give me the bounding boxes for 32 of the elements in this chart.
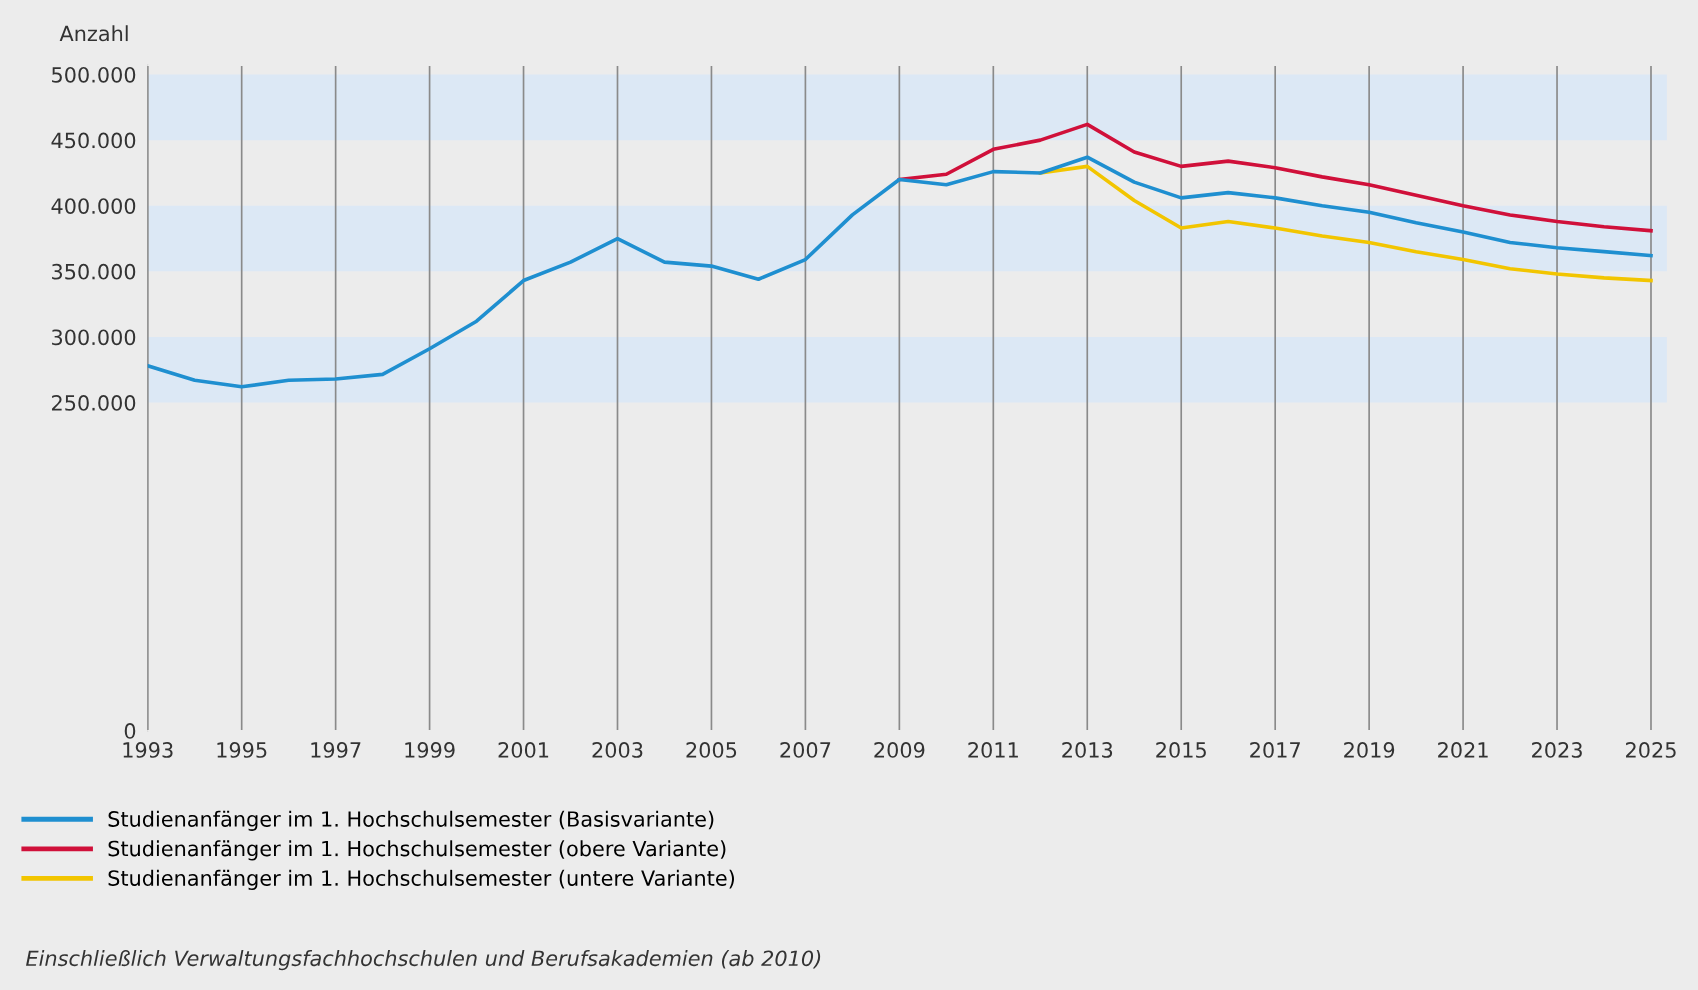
x-tick-label: 1995 xyxy=(217,742,267,758)
y-axis-title: Anzahl xyxy=(59,25,128,42)
x-tick-label: 2003 xyxy=(592,742,643,758)
y-tick-label: 400.000 xyxy=(51,198,136,214)
x-tick-label: 2009 xyxy=(874,742,925,758)
y-tick-label: 350.000 xyxy=(52,263,136,280)
legend-label: Studienanfänger im 1. Hochschulsemester (untere Variante) xyxy=(108,869,735,890)
x-tick-label: 2001 xyxy=(498,742,549,758)
legend-label: Studienanfänger im 1. Hochschulsemester (obere Variante) xyxy=(108,840,726,861)
x-tick-label: 2007 xyxy=(780,742,831,758)
x-tick-label: 2017 xyxy=(1250,742,1300,758)
y-tick-label: 300.000 xyxy=(52,329,136,346)
x-tick-label: 1997 xyxy=(311,742,361,758)
x-tick-label: 2019 xyxy=(1344,742,1395,758)
x-tick-label: 2021 xyxy=(1438,742,1488,758)
x-tick-label: 2025 xyxy=(1626,742,1676,758)
x-tick-label: 2011 xyxy=(968,742,1018,758)
y-tick-label: 450.000 xyxy=(51,132,136,149)
x-tick-label: 1993 xyxy=(123,742,173,758)
y-tick-label: 0 xyxy=(124,723,136,739)
y-tick-label: 250.000 xyxy=(51,395,136,411)
y-tick-label: 500.000 xyxy=(52,66,136,83)
text: Einschließlich Verwaltungsfachhochschulen und Berufsakademien (ab 2010) xyxy=(26,950,821,971)
line-series xyxy=(1038,164,1653,283)
line-series xyxy=(147,155,1653,389)
x-tick-label: 2005 xyxy=(686,742,737,758)
x-tick-label: 2015 xyxy=(1156,742,1206,758)
x-tick-label: 2023 xyxy=(1532,742,1582,758)
line-series xyxy=(897,122,1653,233)
x-tick-label: 1999 xyxy=(405,742,455,758)
legend-label: Studienanfänger im 1. Hochschulsemester (Basisvariante) xyxy=(108,810,714,831)
x-tick-label: 2013 xyxy=(1062,742,1113,758)
